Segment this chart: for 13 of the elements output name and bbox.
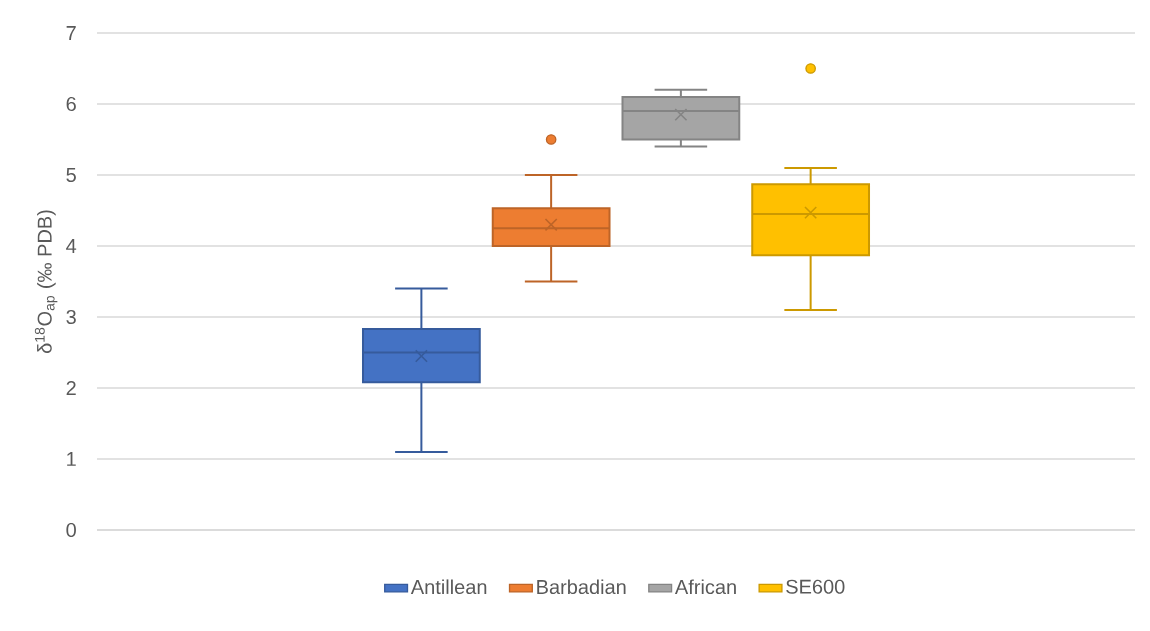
y-tick-label: 3	[66, 309, 76, 325]
y-tick-label: 6	[66, 96, 76, 112]
legend-label: African	[674, 579, 736, 595]
y-tick-label: 1	[67, 452, 76, 466]
y-tick-label: 5	[66, 168, 76, 182]
legend-label: SE600	[786, 579, 845, 594]
y-tick-label: 7	[66, 26, 76, 40]
legend-label: Barbadian	[537, 579, 626, 595]
legend-label: Antillean	[410, 579, 487, 595]
y-axis-title: δ$^{18}$O$_{ap}$ (‰ PDB)	[34, 210, 58, 354]
y-tick-label: 4	[66, 239, 77, 253]
y-tick-label: 2	[66, 381, 76, 395]
y-tick-label: 0	[66, 522, 76, 538]
